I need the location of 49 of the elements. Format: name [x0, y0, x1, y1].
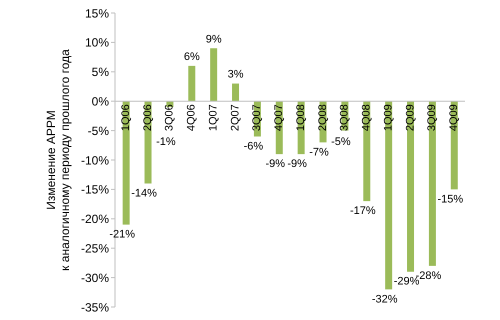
data-label: 3%: [228, 68, 244, 81]
bar: [385, 101, 392, 290]
x-tick-label: 4Q06: [186, 104, 198, 132]
data-label: -14%: [131, 188, 158, 200]
x-tick-label: 1Q07: [207, 104, 220, 132]
data-label: 9%: [206, 33, 222, 46]
data-label: -21%: [109, 228, 136, 241]
y-tick-label: -20%: [80, 212, 110, 226]
x-tick-label: 2Q07: [229, 104, 242, 132]
y-tick-label: 10%: [84, 36, 110, 50]
data-label: -15%: [437, 193, 464, 206]
y-tick-label: 0%: [92, 94, 110, 108]
data-label: -7%: [309, 146, 330, 158]
data-label: 6%: [184, 50, 200, 63]
x-tick-label: 2Q09: [404, 104, 416, 132]
x-tick-label: 3Q08: [338, 104, 351, 132]
bar: [407, 101, 414, 272]
y-tick-label: -10%: [80, 153, 110, 168]
bar: [428, 101, 436, 266]
y-tick-label: 15%: [84, 6, 110, 20]
x-tick-label: 2Q08: [316, 104, 329, 132]
x-tick-label: 1Q06: [120, 104, 132, 132]
x-tick-label: 3Q07: [251, 104, 264, 132]
data-label: -32%: [372, 293, 398, 306]
y-tick-label: -15%: [80, 182, 110, 197]
data-label: -5%: [331, 136, 351, 148]
bar: [188, 66, 196, 102]
bar: [210, 48, 218, 102]
x-tick-label: 4Q07: [273, 104, 286, 132]
bar: [232, 84, 240, 102]
bar: [122, 101, 130, 225]
x-tick-label: 4Q09: [448, 104, 460, 132]
x-tick-label: 1Q08: [294, 104, 307, 132]
y-axis-title: Изменение АРРМ к аналогичному периоду прошлого года: [44, 48, 72, 271]
x-tick-label: 2Q06: [142, 104, 154, 132]
y-tick-label: -25%: [80, 241, 110, 256]
y-tick-label: -35%: [80, 300, 110, 314]
x-tick-label: 1Q09: [382, 104, 394, 132]
data-label: -9%: [266, 158, 286, 170]
data-label: -6%: [244, 140, 264, 152]
y-tick-label: -5%: [88, 124, 110, 138]
y-tick-label: -30%: [80, 270, 110, 285]
data-label: -17%: [350, 205, 376, 218]
x-tick-label: 3Q06: [164, 104, 176, 132]
y-tick-label: 5%: [92, 65, 110, 80]
data-label: -9%: [287, 158, 308, 170]
data-label: -1%: [156, 136, 176, 148]
x-tick-label: 3Q09: [426, 104, 438, 132]
x-tick-label: 4Q08: [360, 104, 373, 132]
